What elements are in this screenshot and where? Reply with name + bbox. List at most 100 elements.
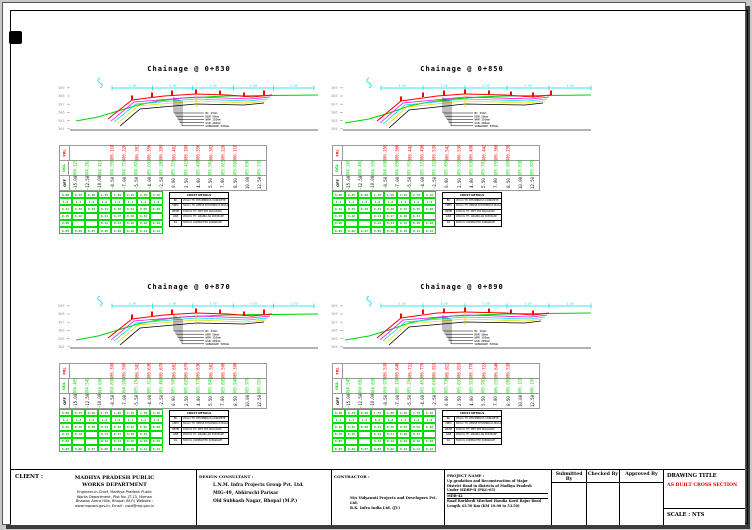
- quantity-cell: 0.24: [371, 212, 384, 220]
- elevation-label: 307: [331, 320, 338, 324]
- spot-level-marker: [151, 92, 153, 97]
- band-cell: 305.755: [492, 159, 498, 177]
- quantity-cell: 0.90: [85, 191, 98, 199]
- crust-details-table: CRUST DETAILS BC 25mm TH. BITUMINOUS CONCR…: [169, 410, 229, 445]
- elevation-label: 304: [58, 345, 65, 349]
- levels-table: FRL 306.258 306.366 306.442 306.496 306.530 30…: [332, 145, 540, 191]
- titleblock-divider: [331, 470, 332, 525]
- band-cell: 306.646: [394, 362, 400, 380]
- band-row-label: OGL: [60, 161, 70, 175]
- band-cell: 306.442: [407, 144, 413, 162]
- quantity-cell: 0.56: [410, 205, 423, 213]
- project-line: Under MDRP-II (PKG-05): [447, 488, 548, 494]
- quantity-cell: [150, 430, 163, 438]
- dimension-label: 1.50: [290, 84, 297, 88]
- elevation-label: 306: [331, 329, 338, 333]
- band-cell: 2.50: [456, 178, 462, 188]
- dimension-label: 1.50: [566, 302, 573, 306]
- layer-label: DBM 50mm: [206, 332, 220, 336]
- layer-label: DBM 50mm: [475, 114, 489, 118]
- quantity-cell: 0.56: [137, 205, 150, 213]
- layer-label: DBM 50mm: [206, 114, 220, 118]
- quantity-cell: 0.09: [384, 444, 397, 453]
- quantity-cell: 0.05: [59, 444, 72, 453]
- band-cell: 306.366: [394, 144, 400, 162]
- spot-level-marker: [464, 307, 466, 312]
- elevation-label: 305: [331, 119, 338, 123]
- dimension-label: 3.50: [398, 84, 405, 88]
- quantity-cell: 0.90: [358, 191, 371, 199]
- spot-level-marker: [263, 90, 265, 95]
- quantity-cell: 1.2: [410, 416, 423, 424]
- band-cell: 8.50: [505, 396, 511, 406]
- crust-description: 25mm TH. BITUMINOUS CONCRETE: [456, 416, 499, 420]
- cross-section-chart: 309 308 307 306 305 304 3.50 3.50 3.50 3.50 1.50 BC…: [58, 77, 319, 131]
- band-row-label: OGL: [333, 379, 343, 393]
- quantity-cell: 0.18: [137, 437, 150, 445]
- levels-table: FRL 306.118 306.226 306.302 306.356 306.390 30…: [59, 145, 267, 191]
- layer-label: WMM 150mm: [206, 336, 221, 340]
- band-cell: 306.118: [232, 144, 238, 162]
- project-line: MDR-42: [447, 493, 463, 498]
- band-cell: [527, 146, 539, 160]
- cross-section-panel-0850: Chainage @ 0+850 309 308 307 306 305 304 3.50 3…: [329, 61, 599, 279]
- dimension-label: 3.50: [129, 302, 136, 306]
- drawing-title-text: AS BUILT CROSS SECTION: [667, 483, 738, 488]
- crust-description: 50mm TH. DENSE BITUMINOUS MACADAM: [456, 204, 501, 208]
- crust-table-row: GSB 200mm TH. GRANULAR SUB BASE: [443, 214, 501, 220]
- crust-table-row: GSB 200mm TH. GRANULAR SUB BASE: [170, 432, 228, 438]
- quantity-cell: 1.4: [72, 198, 85, 206]
- offset-row: OFF -15.00 -12.50 -10.00 -8.50 -7.00 -5.50 -4.0…: [60, 175, 266, 190]
- crust-description: 150mm TH. WET MIX MACADAM: [183, 427, 222, 431]
- quantity-cell: 0.48: [111, 205, 124, 213]
- frl-row: FRL 306.538 306.646 306.722 306.776 306.810 30…: [333, 362, 539, 380]
- band-cell: 305.918: [468, 377, 474, 395]
- band-cell: 306.302: [134, 144, 140, 162]
- band-cell: [355, 146, 367, 160]
- band-cell: -2.50: [431, 176, 437, 190]
- band-cell: [515, 146, 527, 160]
- band-cell: 8.50: [232, 178, 238, 188]
- band-cell: 306.390: [183, 144, 189, 162]
- band-cell: 0.00: [444, 396, 450, 406]
- band-cell: 305.702: [480, 159, 486, 177]
- quantity-cell: 0.06: [345, 444, 358, 453]
- quantity-cell: 1.2: [59, 416, 72, 424]
- quantity-grid: 0.00 0.45 0.90 1.35 1.80 2.25 2.70 3.15 1.2 1.4 1.…: [332, 409, 436, 453]
- band-row-label: FRL: [333, 146, 343, 160]
- band-cell: 306.506: [121, 362, 127, 380]
- quantity-cell: 0.30: [397, 430, 410, 438]
- band-cell: 7.00: [220, 178, 226, 188]
- band-cell: 304.125: [72, 159, 78, 177]
- crust-description: 200mm TH. GRANULAR SUB BASE: [183, 215, 224, 219]
- quantity-cell: 0.40: [358, 205, 371, 213]
- band-cell: -2.50: [431, 394, 437, 408]
- crust-description: 50mm TH. DENSE BITUMINOUS MACADAM: [183, 422, 228, 426]
- crust-table-row: BC 25mm TH. BITUMINOUS CONCRETE: [443, 416, 501, 422]
- quantity-cell: [72, 219, 85, 227]
- quantity-cell: [85, 219, 98, 227]
- band-cell: 305.450: [443, 159, 449, 177]
- band-cell: 306.080: [505, 377, 511, 395]
- spot-level-marker: [195, 308, 197, 313]
- band-cell: 304.838: [109, 377, 115, 395]
- client-cell: CLIENT : MADHYA PRADESH PUBLIC WORKS DEP…: [13, 472, 194, 523]
- band-cell: -2.50: [158, 176, 164, 190]
- quantity-cell: 0.12: [423, 444, 436, 453]
- band-cell: -4.00: [146, 176, 152, 190]
- crust-table-header: CRUST DETAILS: [443, 411, 501, 417]
- dimension-label: 3.50: [169, 302, 176, 306]
- layer-leader: [177, 99, 204, 120]
- quantity-cell: 0.18: [72, 212, 85, 220]
- band-cell: [343, 364, 355, 378]
- quantity-cell: 0.32: [332, 205, 345, 213]
- quantity-cell: 0.27: [384, 212, 397, 220]
- band-row-label: OGL: [333, 161, 343, 175]
- band-cell: 305.800: [505, 159, 511, 177]
- quantity-cell: 1.35: [98, 191, 111, 199]
- quantity-grid: 0.00 0.45 0.90 1.35 1.80 2.25 2.70 3.15 1.2 1.4 1.…: [59, 409, 163, 453]
- band-cell: 306.258: [382, 144, 388, 162]
- layer-label: SUBGRADE 500mm: [206, 342, 230, 346]
- band-cell: 306.302: [207, 144, 213, 162]
- quantity-cell: 1.4: [124, 198, 137, 206]
